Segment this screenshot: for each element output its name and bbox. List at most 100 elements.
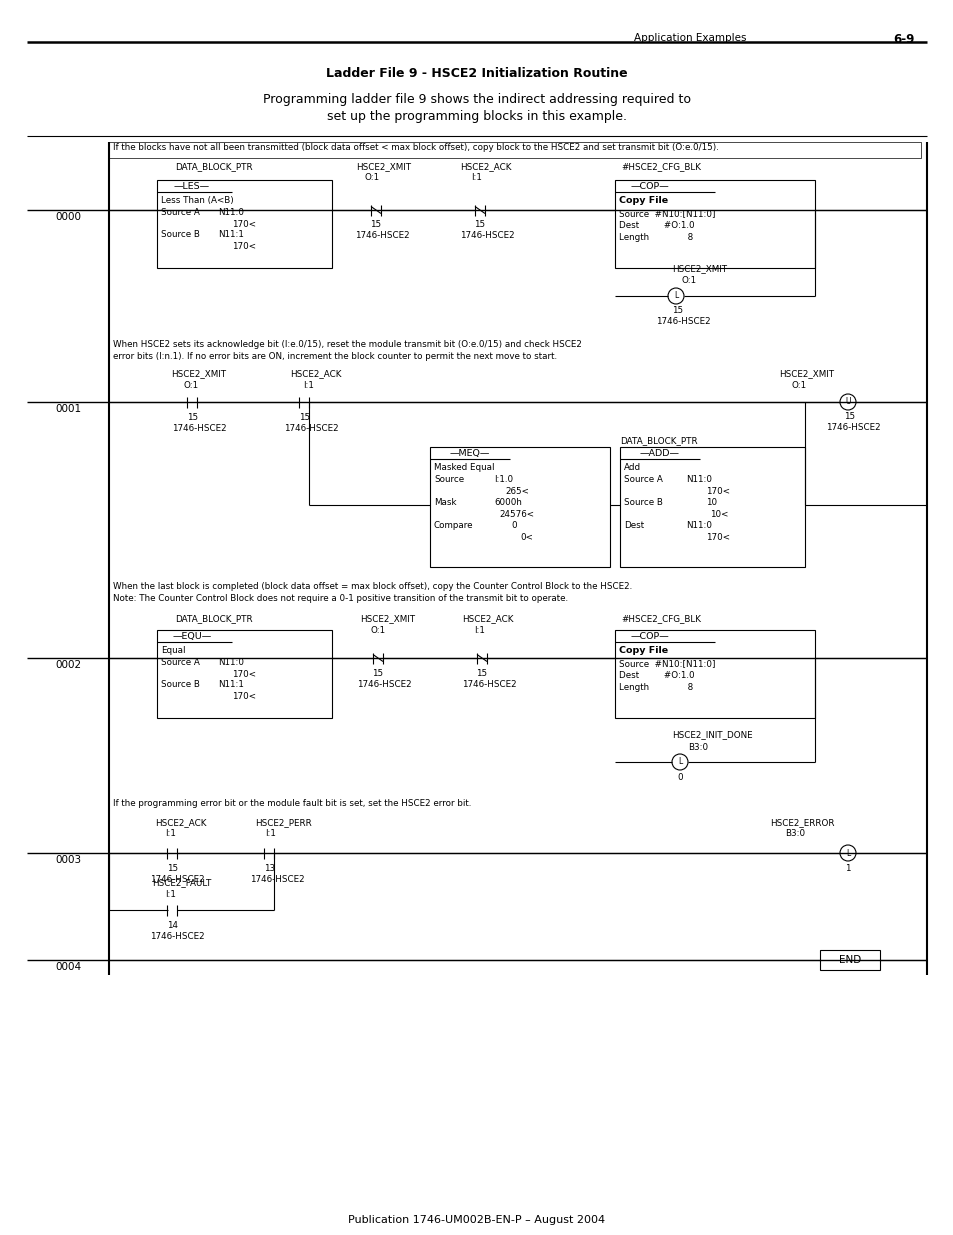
Bar <box>619 447 804 567</box>
Text: Programming ladder file 9 shows the indirect addressing required to: Programming ladder file 9 shows the indi… <box>263 93 690 106</box>
Text: 170<: 170< <box>232 692 255 701</box>
Text: 15: 15 <box>671 306 682 315</box>
Text: Length              8: Length 8 <box>618 683 693 692</box>
Bar <box>615 180 814 268</box>
Text: 15: 15 <box>187 412 198 422</box>
Text: Source A: Source A <box>161 207 200 217</box>
Text: 1746-HSCE2: 1746-HSCE2 <box>459 231 514 240</box>
Text: B3:0: B3:0 <box>784 829 804 839</box>
Text: N11:1: N11:1 <box>218 680 244 689</box>
Text: Length              8: Length 8 <box>618 233 693 242</box>
Text: 15: 15 <box>843 412 854 421</box>
Bar <box>157 630 332 718</box>
Text: —COP—: —COP— <box>630 182 669 191</box>
Text: U: U <box>844 398 850 406</box>
Text: HSCE2_ACK: HSCE2_ACK <box>154 818 206 827</box>
Text: L: L <box>678 757 681 767</box>
Text: I:1.0: I:1.0 <box>494 475 513 484</box>
Text: Source B: Source B <box>161 230 200 240</box>
Text: Less Than (A<B): Less Than (A<B) <box>161 196 233 205</box>
Text: Application Examples: Application Examples <box>634 33 745 43</box>
Text: 24576<: 24576< <box>498 510 534 519</box>
Text: END: END <box>838 955 861 965</box>
Text: HSCE2_ERROR: HSCE2_ERROR <box>769 818 834 827</box>
Text: 0003: 0003 <box>55 855 81 864</box>
Text: Source B: Source B <box>623 498 662 508</box>
Text: 15: 15 <box>167 864 178 873</box>
Text: DATA_BLOCK_PTR: DATA_BLOCK_PTR <box>174 614 253 622</box>
Text: Copy File: Copy File <box>618 196 667 205</box>
Text: 6-9: 6-9 <box>892 33 913 46</box>
Text: HSCE2_ACK: HSCE2_ACK <box>461 614 513 622</box>
Text: Publication 1746-UM002B-EN-P – August 2004: Publication 1746-UM002B-EN-P – August 20… <box>348 1215 605 1225</box>
Text: I:1: I:1 <box>165 829 175 839</box>
Text: O:1: O:1 <box>681 275 697 285</box>
Text: 0001: 0001 <box>55 404 81 414</box>
Text: —ADD—: —ADD— <box>639 450 679 458</box>
Bar <box>109 142 920 158</box>
Text: Dest         #O:1.0: Dest #O:1.0 <box>618 221 694 230</box>
Text: 170<: 170< <box>232 671 255 679</box>
Text: N11:0: N11:0 <box>218 658 244 667</box>
Text: HSCE2_XMIT: HSCE2_XMIT <box>779 369 833 378</box>
Text: 1746-HSCE2: 1746-HSCE2 <box>250 876 304 884</box>
Text: 15: 15 <box>370 220 381 228</box>
Text: HSCE2_INIT_DONE: HSCE2_INIT_DONE <box>671 730 752 739</box>
Text: Masked Equal: Masked Equal <box>434 463 494 472</box>
Text: N11:0: N11:0 <box>218 207 244 217</box>
Text: O:1: O:1 <box>365 173 379 182</box>
Text: HSCE2_XMIT: HSCE2_XMIT <box>355 162 411 170</box>
Text: 1746-HSCE2: 1746-HSCE2 <box>150 876 204 884</box>
Text: L: L <box>673 291 678 300</box>
Text: 10<: 10< <box>709 510 727 519</box>
Text: 0: 0 <box>511 521 517 530</box>
Text: DATA_BLOCK_PTR: DATA_BLOCK_PTR <box>174 162 253 170</box>
Text: set up the programming blocks in this example.: set up the programming blocks in this ex… <box>327 110 626 124</box>
Text: 170<: 170< <box>705 534 729 542</box>
Text: 1746-HSCE2: 1746-HSCE2 <box>150 932 204 941</box>
Text: 15: 15 <box>476 669 487 678</box>
Text: 1746-HSCE2: 1746-HSCE2 <box>656 317 710 326</box>
Text: 15: 15 <box>298 412 310 422</box>
Text: N11:0: N11:0 <box>685 521 711 530</box>
Text: 0000: 0000 <box>55 212 81 222</box>
Text: #HSCE2_CFG_BLK: #HSCE2_CFG_BLK <box>620 162 700 170</box>
Text: I:1: I:1 <box>165 890 175 899</box>
Text: I:1: I:1 <box>471 173 481 182</box>
Text: 170<: 170< <box>705 487 729 496</box>
Text: error bits (I:n.1). If no error bits are ON, increment the block counter to perm: error bits (I:n.1). If no error bits are… <box>112 352 557 361</box>
Text: Note: The Counter Control Block does not require a 0-1 positive transition of th: Note: The Counter Control Block does not… <box>112 594 568 603</box>
Text: O:1: O:1 <box>184 382 199 390</box>
Text: Compare: Compare <box>434 521 473 530</box>
Text: N11:0: N11:0 <box>685 475 711 484</box>
Text: HSCE2_ACK: HSCE2_ACK <box>459 162 511 170</box>
Text: —LES—: —LES— <box>173 182 210 191</box>
Text: B3:0: B3:0 <box>687 743 707 752</box>
Text: 170<: 170< <box>232 220 255 228</box>
Text: N11:1: N11:1 <box>218 230 244 240</box>
Text: #HSCE2_CFG_BLK: #HSCE2_CFG_BLK <box>620 614 700 622</box>
Text: If the blocks have not all been transmitted (block data offset < max block offse: If the blocks have not all been transmit… <box>112 143 719 152</box>
Text: HSCE2_XMIT: HSCE2_XMIT <box>359 614 415 622</box>
Text: 1746-HSCE2: 1746-HSCE2 <box>461 680 517 689</box>
Text: Source: Source <box>434 475 464 484</box>
Bar <box>820 950 879 969</box>
Text: 1746-HSCE2: 1746-HSCE2 <box>284 424 338 433</box>
Text: —MEQ—: —MEQ— <box>450 450 490 458</box>
Text: 15: 15 <box>372 669 383 678</box>
Text: 170<: 170< <box>232 242 255 251</box>
Text: Source  #N10:[N11:0]: Source #N10:[N11:0] <box>618 209 715 219</box>
Text: Dest: Dest <box>623 521 643 530</box>
Text: Equal: Equal <box>161 646 185 655</box>
Bar <box>430 447 609 567</box>
Text: 1: 1 <box>844 864 850 873</box>
Text: 1746-HSCE2: 1746-HSCE2 <box>356 680 411 689</box>
Bar <box>157 180 332 268</box>
Text: I:1: I:1 <box>303 382 314 390</box>
Text: I:1: I:1 <box>265 829 275 839</box>
Text: 10: 10 <box>705 498 717 508</box>
Text: If the programming error bit or the module fault bit is set, set the HSCE2 error: If the programming error bit or the modu… <box>112 799 471 808</box>
Text: 1746-HSCE2: 1746-HSCE2 <box>172 424 227 433</box>
Text: Source B: Source B <box>161 680 200 689</box>
Text: 0002: 0002 <box>55 659 81 671</box>
